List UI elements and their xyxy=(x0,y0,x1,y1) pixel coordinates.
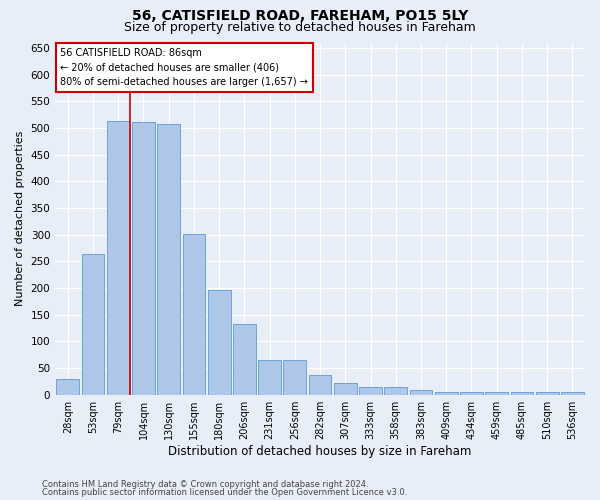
Text: Contains public sector information licensed under the Open Government Licence v3: Contains public sector information licen… xyxy=(42,488,407,497)
Bar xyxy=(385,386,407,394)
Text: Size of property relative to detached houses in Fareham: Size of property relative to detached ho… xyxy=(124,21,476,34)
Bar xyxy=(258,360,281,394)
Bar xyxy=(511,392,533,394)
Bar xyxy=(157,124,180,394)
Bar xyxy=(410,390,433,394)
Text: Contains HM Land Registry data © Crown copyright and database right 2024.: Contains HM Land Registry data © Crown c… xyxy=(42,480,368,489)
Y-axis label: Number of detached properties: Number of detached properties xyxy=(15,131,25,306)
Text: 56, CATISFIELD ROAD, FAREHAM, PO15 5LY: 56, CATISFIELD ROAD, FAREHAM, PO15 5LY xyxy=(132,9,468,23)
Bar xyxy=(233,324,256,394)
Bar xyxy=(82,254,104,394)
Text: 56 CATISFIELD ROAD: 86sqm
← 20% of detached houses are smaller (406)
80% of semi: 56 CATISFIELD ROAD: 86sqm ← 20% of detac… xyxy=(61,48,308,88)
Bar xyxy=(536,392,559,394)
Bar xyxy=(107,122,130,394)
Bar xyxy=(182,234,205,394)
Bar xyxy=(283,360,306,394)
Bar xyxy=(435,392,458,394)
X-axis label: Distribution of detached houses by size in Fareham: Distribution of detached houses by size … xyxy=(169,444,472,458)
Bar xyxy=(208,290,230,395)
Bar xyxy=(485,392,508,394)
Bar xyxy=(561,392,584,394)
Bar xyxy=(309,375,331,394)
Bar xyxy=(132,122,155,394)
Bar xyxy=(359,386,382,394)
Bar xyxy=(460,392,483,394)
Bar xyxy=(56,378,79,394)
Bar xyxy=(334,383,356,394)
